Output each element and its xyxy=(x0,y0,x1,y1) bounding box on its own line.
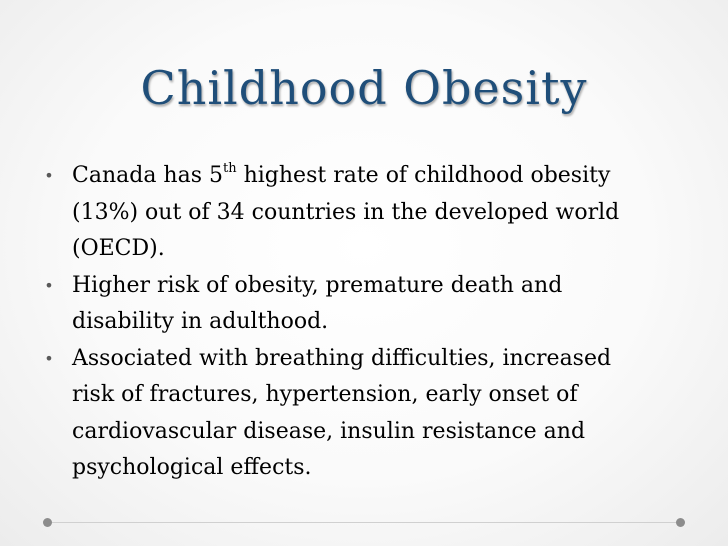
bullet-icon: • xyxy=(44,348,54,368)
ordinal-superscript: th xyxy=(223,160,237,176)
bullet-3-line-3: cardiovascular disease, insulin resistan… xyxy=(72,418,586,444)
dot-icon xyxy=(676,518,685,527)
bullet-list: • Canada has 5th highest rate of childho… xyxy=(38,158,698,487)
slide-title: Childhood Obesity xyxy=(140,61,588,115)
bullet-3-line-4: psychological effects. xyxy=(72,455,312,480)
bullet-1-line-1: Canada has 5th highest rate of childhood… xyxy=(72,160,611,188)
bullet-text: highest rate of childhood obesity xyxy=(236,163,611,188)
bullet-item: • Higher risk of obesity, premature deat… xyxy=(38,268,698,341)
bullet-item: • Canada has 5th highest rate of childho… xyxy=(38,158,698,268)
frame-line xyxy=(52,522,676,523)
bullet-2-line-2: disability in adulthood. xyxy=(72,309,329,334)
bullet-1-line-3: (OECD). xyxy=(72,236,165,261)
bullet-text: Canada has 5 xyxy=(72,163,223,188)
dot-icon xyxy=(43,518,52,527)
bullet-icon: • xyxy=(44,275,54,295)
bullet-item: • Associated with breathing difficulties… xyxy=(38,341,698,487)
bullet-3-line-2: risk of fractures, hypertension, early o… xyxy=(72,382,578,407)
bullet-2-line-1: Higher risk of obesity, premature death … xyxy=(72,272,563,298)
bullet-1-line-2: (13%) out of 34 countries in the develop… xyxy=(72,199,620,225)
bullet-icon: • xyxy=(44,166,54,185)
bullet-3-line-1: Associated with breathing difficulties, … xyxy=(72,345,612,371)
